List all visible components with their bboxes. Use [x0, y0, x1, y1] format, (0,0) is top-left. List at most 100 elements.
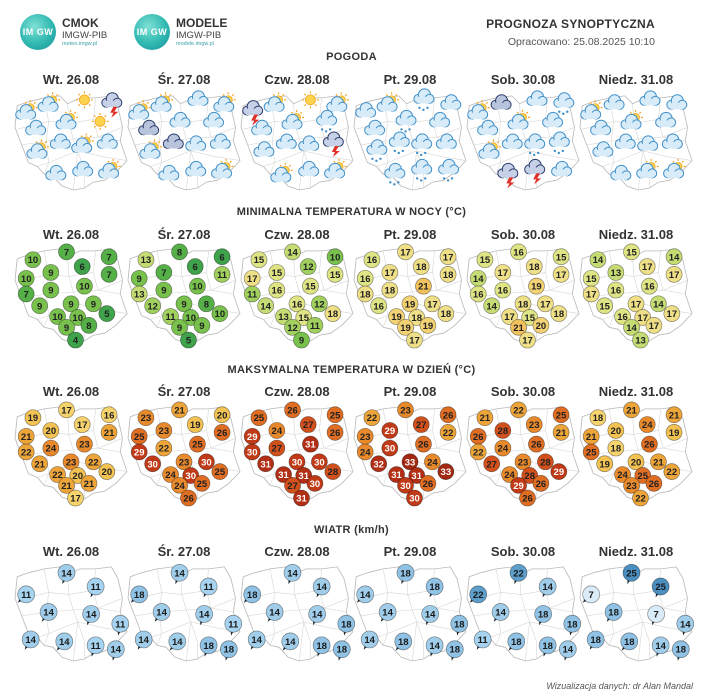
day-headers-weather: Wt. 26.08 Śr. 27.08 Czw. 28.08 Pt. 29.08…: [0, 72, 703, 88]
wind-station: 11: [86, 636, 105, 655]
station-value: 18: [247, 590, 258, 601]
station-value: 31: [411, 471, 422, 482]
station-value: 17: [504, 312, 515, 323]
tmax-station: 21: [665, 406, 683, 424]
tmax-station: 25: [582, 443, 600, 461]
station-value: 18: [416, 262, 427, 273]
tmax-station: 25: [130, 427, 148, 445]
station-value: 20: [631, 457, 642, 468]
tmax-station: 22: [49, 466, 66, 483]
station-value: 25: [637, 471, 648, 482]
station-value: 21: [21, 432, 32, 443]
tmax-station: 26: [645, 475, 663, 492]
forecast-header: PROGNOZA SYNOPTYCZNA Opracowano: 25.08.2…: [486, 17, 655, 48]
station-value: 24: [272, 426, 283, 437]
station-value: 23: [518, 457, 529, 468]
wind-station: 7: [647, 605, 666, 623]
tmin-station: 10: [76, 277, 93, 295]
tmin-station: 14: [665, 248, 683, 266]
thunderstorm-icon: [322, 131, 344, 157]
wind-station: 11: [111, 614, 130, 633]
station-value: 13: [611, 268, 622, 279]
cloud-icon: [298, 135, 320, 151]
station-value: 17: [586, 290, 597, 301]
dark-cloud-icon: [138, 119, 160, 136]
station-value: 14: [199, 609, 210, 620]
wind-station: 18: [394, 632, 413, 651]
sun-icon: [91, 112, 109, 130]
issued-time: Opracowano: 25.08.2025 10:10: [507, 36, 655, 48]
rain-icon: [553, 92, 575, 115]
station-value: 18: [590, 635, 601, 646]
tmin-station: 17: [582, 285, 600, 303]
tmin-station: 17: [439, 248, 457, 266]
station-value: 18: [224, 645, 235, 656]
tmax-station: 27: [284, 476, 301, 494]
station-value: 11: [21, 590, 32, 601]
tmax-station: 28: [494, 422, 512, 439]
station-value: 14: [312, 609, 323, 620]
day-label: Czw. 28.08: [264, 544, 330, 559]
tmax-station: 26: [519, 489, 536, 507]
partly-cloudy-icon: [478, 139, 501, 159]
tmax-station: 19: [596, 455, 613, 473]
tmin-station: 9: [130, 269, 148, 287]
rain-icon: [366, 139, 388, 162]
day-label: Śr. 27.08: [157, 72, 211, 87]
cloud-icon: [666, 94, 688, 110]
tmin-station: 16: [510, 243, 527, 261]
station-value: 22: [443, 428, 454, 439]
station-value: 29: [134, 448, 145, 459]
station-value: 10: [330, 252, 341, 263]
station-value: 17: [385, 268, 396, 279]
tmin-station: 9: [31, 297, 48, 315]
tmin-station: 18: [550, 305, 568, 322]
day-label: Czw. 28.08: [264, 384, 330, 399]
station-value: 9: [137, 274, 142, 285]
tmin-station: 21: [415, 277, 432, 295]
tmax-station: 21: [582, 427, 600, 445]
station-value: 18: [624, 637, 635, 648]
wind-station: 11: [86, 577, 105, 596]
tmin-station: 9: [58, 318, 75, 336]
station-value: 23: [626, 481, 637, 492]
wind-station: 11: [473, 630, 492, 649]
tmin-station: 17: [501, 308, 518, 325]
tmin-station: 11: [162, 308, 179, 325]
tmax-station: 31: [302, 435, 319, 453]
station-value: 14: [287, 247, 298, 258]
day-headers-tmax: Wt. 26.08 Śr. 27.08 Czw. 28.08 Pt. 29.08…: [0, 384, 703, 400]
station-value: 6: [80, 262, 85, 273]
station-value: 10: [215, 309, 226, 320]
partly-cloudy-icon: [507, 109, 531, 130]
station-value: 23: [66, 457, 77, 468]
station-value: 19: [599, 459, 610, 470]
station-value: 12: [147, 301, 158, 312]
station-value: 26: [644, 440, 655, 451]
station-value: 7: [64, 247, 69, 258]
station-value: 14: [653, 299, 664, 310]
wind-station: 18: [337, 614, 356, 633]
region-border: [21, 447, 121, 457]
station-value: 33: [441, 467, 452, 478]
station-value: 19: [190, 420, 201, 431]
station-value: 29: [554, 467, 565, 478]
tmin-station: 9: [85, 295, 102, 313]
logo-subtitle: IMGW-PIB: [176, 29, 222, 41]
station-value: 8: [86, 321, 91, 332]
tmin-station: 15: [302, 277, 319, 295]
tmax-station: 22: [469, 443, 487, 461]
wind-station: 14: [170, 563, 189, 582]
tmax-station: 27: [299, 416, 317, 433]
tmax-station: 20: [98, 463, 116, 480]
wind-station: 18: [620, 632, 639, 651]
tmin-station: 9: [175, 295, 193, 313]
tmin-station: 4: [67, 331, 84, 349]
wind-station: 14: [82, 605, 101, 623]
tmax-station: 26: [469, 427, 487, 445]
tmin-station: 9: [42, 281, 60, 299]
logo-url: meteo.imgw.pl: [62, 40, 98, 47]
wind-station: 14: [360, 630, 379, 649]
tmax-station: 27: [483, 455, 500, 473]
station-value: 26: [522, 494, 533, 505]
